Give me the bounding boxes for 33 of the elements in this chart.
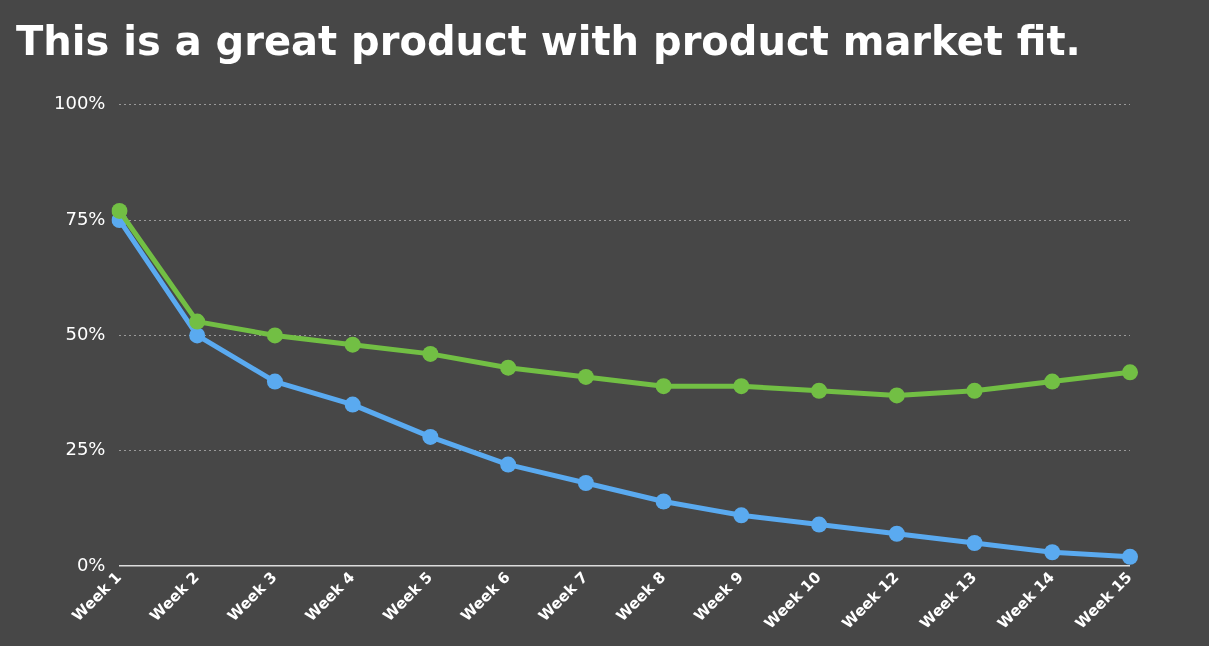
point [811, 382, 828, 399]
point [422, 428, 439, 445]
y-tick-label: 75% [65, 207, 106, 229]
point [189, 313, 206, 330]
chart-title: This is a great product with product market fit. [15, 17, 1082, 66]
y-tick-label: 0% [76, 553, 106, 575]
point [344, 336, 361, 353]
point [888, 525, 905, 542]
point [655, 378, 672, 395]
point [266, 327, 283, 344]
point [422, 345, 439, 362]
point [733, 378, 750, 395]
point [266, 373, 283, 390]
point [500, 359, 517, 376]
y-tick-label: 50% [65, 323, 106, 345]
point [811, 516, 828, 533]
point [655, 493, 672, 510]
point [577, 368, 594, 385]
point [189, 327, 206, 344]
point [111, 202, 128, 219]
point [966, 534, 983, 551]
point [733, 507, 750, 524]
point [888, 387, 905, 404]
point [966, 382, 983, 399]
point [1044, 373, 1061, 390]
point [577, 475, 594, 492]
y-tick-label: 100% [53, 92, 106, 114]
point [1122, 364, 1138, 381]
point [1044, 544, 1061, 561]
y-tick-label: 25% [65, 438, 106, 460]
point [1122, 548, 1138, 565]
point [500, 456, 517, 473]
point [344, 396, 361, 413]
